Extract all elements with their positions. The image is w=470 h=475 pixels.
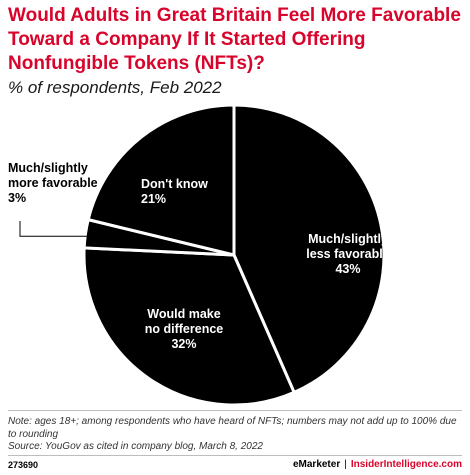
pie-label-line: Don't know — [141, 177, 208, 191]
pie-label-line: Would make — [147, 307, 220, 321]
pie-label-line: Much/slightly — [8, 161, 88, 175]
pie-chart: Much/slightly less favorable 43%Would make… — [8, 103, 390, 407]
pie-label-line: Much/slightly — [308, 232, 388, 246]
callout-line-more-favorable — [19, 221, 104, 237]
pie-label-line: 3% — [8, 191, 26, 205]
brand-separator: | — [344, 459, 347, 470]
chart-title: Would Adults in Great Britain Feel More … — [8, 5, 461, 74]
pie-slice-don-t-know — [86, 103, 236, 257]
pie-label-line: 43% — [335, 262, 360, 276]
pie-label-would-make-no-difference: Would make no difference 32% — [145, 307, 224, 351]
chart-note: Note: ages 18+; among respondents who ha… — [8, 416, 457, 440]
pie-slice-would-make-no-difference — [82, 246, 296, 407]
chart-id: 273690 — [8, 460, 39, 470]
pie-slices — [82, 103, 386, 407]
pie-label-much-slightly-less-favorable: Much/slightly less favorable 43% — [306, 232, 389, 276]
pie-slice-much-slightly-less-favorable — [232, 103, 386, 394]
chart-subtitle: % of respondents, Feb 2022 — [8, 78, 222, 97]
pie-label-line: more favorable — [8, 176, 98, 190]
pie-labels: Much/slightly less favorable 43%Would make… — [8, 161, 390, 351]
brand-emarketer: eMarketer — [292, 459, 341, 470]
pie-label-line: no difference — [145, 322, 224, 336]
pie-label-line: 21% — [141, 192, 166, 206]
chart-source: Source: YouGov as cited in company blog,… — [8, 441, 263, 452]
pie-label-much-slightly-more-favorable: Much/slightly more favorable 3% — [8, 161, 98, 205]
footer-brand: eMarketer | InsiderIntelligence.com — [293, 459, 462, 470]
note-divider — [8, 410, 462, 411]
chart-notes: Note: ages 18+; among respondents who ha… — [8, 416, 463, 454]
pie-label-line: less favorable — [306, 247, 389, 261]
pie-label-don-t-know: Don't know 21% — [141, 177, 208, 206]
brand-insider-intelligence: InsiderIntelligence.com — [350, 459, 462, 470]
footer-divider — [8, 455, 462, 456]
pie-label-line: 32% — [171, 337, 196, 351]
